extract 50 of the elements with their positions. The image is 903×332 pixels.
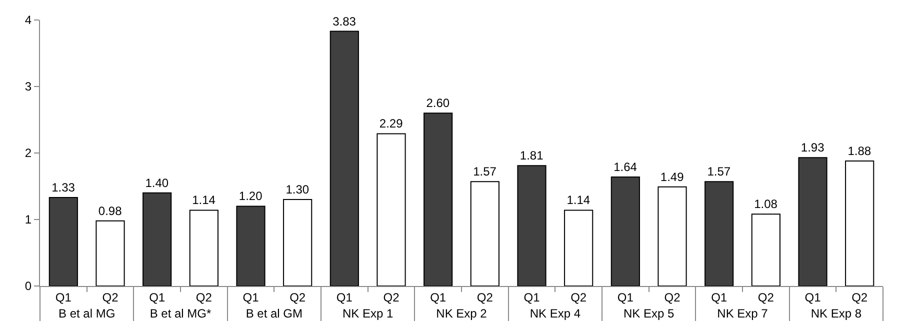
data-label: 1.40: [145, 176, 169, 190]
data-label: 1.33: [52, 180, 76, 195]
text: Q1: [149, 290, 166, 304]
text: Q2: [758, 290, 774, 304]
series-label: Q2: [102, 290, 119, 304]
data-label: 1.14: [566, 193, 590, 208]
x-tick-label: NK Exp 4: [530, 306, 581, 320]
data-label: 1.14: [192, 193, 216, 208]
text: Q1: [336, 290, 352, 304]
text: Q2: [383, 290, 400, 304]
y-tick-label: 1: [24, 212, 32, 227]
text: Q2: [290, 290, 306, 304]
x-tick-label: NK Exp 5: [623, 306, 674, 320]
text: Q2: [476, 290, 493, 304]
data-label: 1.57: [473, 164, 497, 179]
y-tick-label: 0: [24, 279, 32, 294]
x-tick-label: B et al GM: [246, 306, 303, 320]
data-label: 2.29: [379, 116, 404, 131]
y-tick-label: 2: [24, 146, 32, 160]
text: Q1: [524, 290, 540, 304]
series-label: Q1: [55, 290, 72, 304]
data-label: 1.49: [660, 170, 684, 184]
data-label: 3.83: [332, 14, 356, 28]
data-label: 1.64: [614, 160, 638, 174]
x-tick-label: NK Exp 2: [436, 306, 488, 320]
text: Q1: [430, 290, 446, 304]
data-label: 1.20: [238, 189, 263, 204]
text: Q1: [804, 290, 821, 304]
data-label: 1.08: [754, 197, 778, 212]
x-tick-label: B et al MG*: [150, 306, 212, 320]
data-label: 2.60: [426, 96, 450, 110]
data-label: 1.93: [800, 140, 825, 155]
data-label: 0.98: [98, 204, 122, 218]
data-label: 1.88: [848, 144, 872, 158]
x-tick-label: NK Exp 8: [810, 306, 862, 320]
y-tick-label: 3: [24, 80, 32, 94]
y-tick-label: 4: [24, 13, 32, 28]
data-label: 1.81: [520, 148, 544, 163]
text: Q1: [242, 290, 259, 304]
text: Q2: [570, 290, 587, 304]
x-tick-label: NK Exp 1: [342, 306, 394, 320]
text: Q1: [711, 290, 728, 304]
data-label: 1.30: [286, 182, 310, 197]
text: Q1: [617, 290, 634, 304]
data-label: 1.57: [707, 164, 731, 179]
x-tick-label: NK Exp 7: [717, 306, 768, 320]
text: Q2: [196, 290, 212, 304]
text: Q2: [664, 290, 680, 304]
text: Q2: [852, 290, 868, 304]
x-tick-label: B et al MG: [58, 306, 116, 320]
